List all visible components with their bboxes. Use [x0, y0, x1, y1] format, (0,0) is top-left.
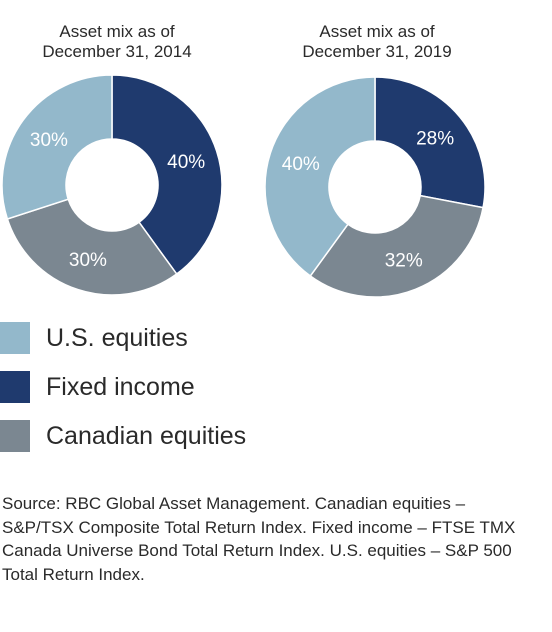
legend-label-fixed-income: Fixed income: [46, 373, 195, 401]
donut-2019-label-u-s-equities: 40%: [282, 154, 320, 175]
donut-2019-slice-canadian-equities: [309, 194, 484, 298]
donut-2014-label-fixed-income: 40%: [167, 152, 205, 173]
legend-swatch-fixed-income: [0, 371, 30, 403]
donut-2014-label-u-s-equities: 30%: [30, 130, 68, 151]
donut-2019-slice-u-s-equities: [264, 76, 376, 278]
legend-item-canadian-equities: Canadian equities: [0, 420, 330, 454]
legend-label-canadian-equities: Canadian equities: [46, 422, 247, 450]
chart-title-2019: Asset mix as of December 31, 2019: [272, 22, 482, 62]
donut-2014-slice-fixed-income: [111, 74, 223, 276]
chart-title-2014: Asset mix as of December 31, 2014: [12, 22, 222, 62]
donut-2019-label-canadian-equities: 32%: [385, 251, 423, 272]
donut-2014-label-canadian-equities: 30%: [69, 250, 107, 271]
chart-title-2014-line-1: Asset mix as of: [59, 22, 175, 41]
legend-swatch-canadian-equities: [0, 420, 30, 452]
donut-2019-slice-fixed-income: [374, 76, 486, 209]
donut-charts: 40% 30% 30% 28% 32% 40%: [1, 74, 486, 298]
donut-2014-slice-u-s-equities: [1, 74, 113, 220]
legend-label-us-equities: U.S. equities: [46, 324, 188, 352]
legend-swatch-us-equities: [0, 322, 30, 354]
chart-title-2019-line-1: Asset mix as of: [319, 22, 435, 41]
chart-title-2014-line-2: December 31, 2014: [42, 42, 192, 61]
donut-2019-label-fixed-income: 28%: [416, 128, 454, 149]
donut-2014-slice-canadian-equities: [6, 198, 178, 296]
source-note: Source: RBC Global Asset Management. Can…: [2, 494, 516, 584]
legend-item-us-equities: U.S. equities: [0, 322, 330, 356]
legend-item-fixed-income: Fixed income: [0, 371, 330, 405]
chart-title-2019-line-2: December 31, 2019: [302, 42, 452, 61]
